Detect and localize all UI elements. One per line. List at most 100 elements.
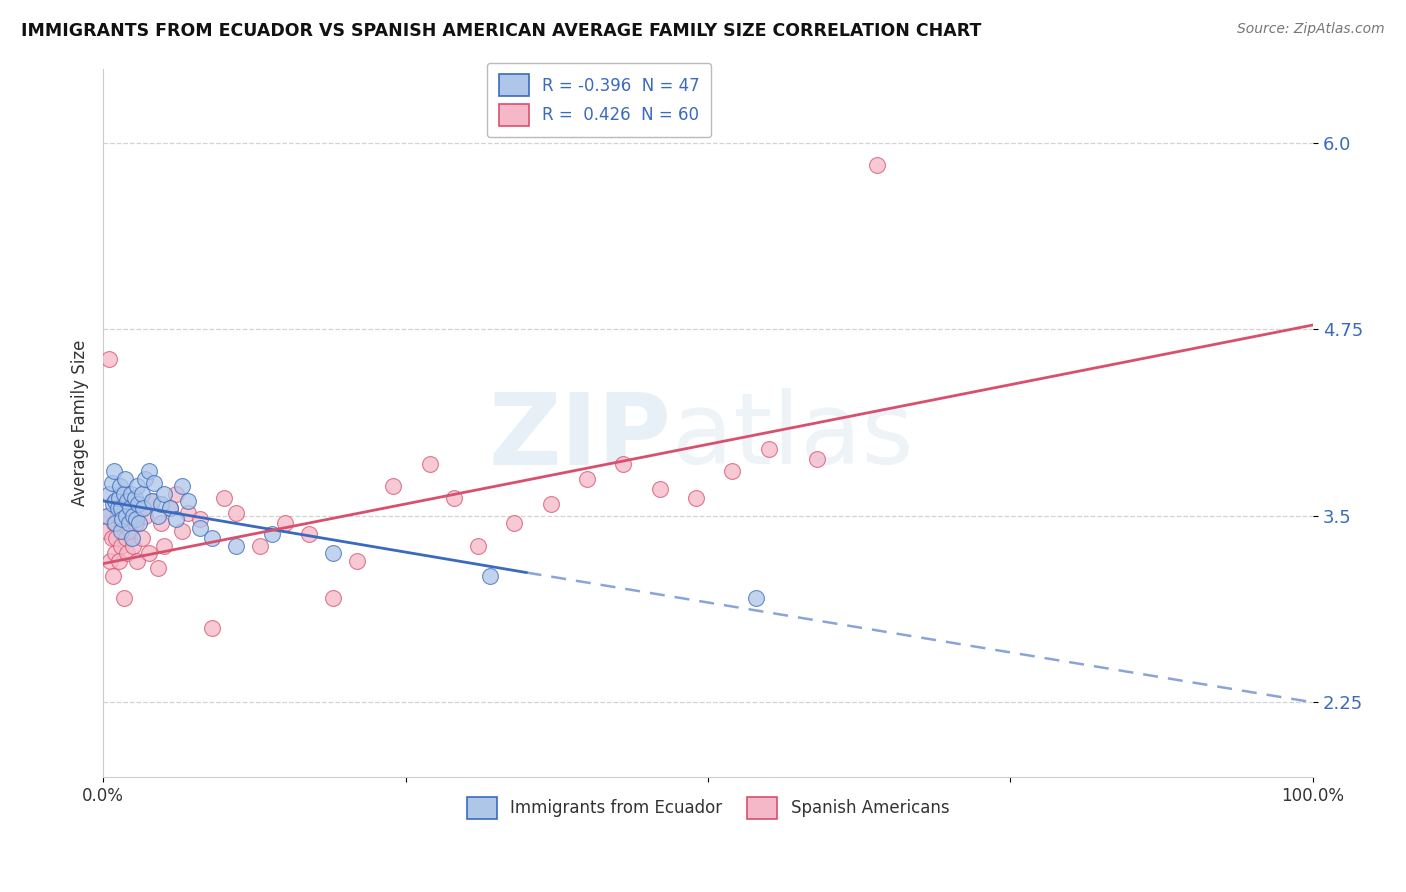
- Point: [177, 506, 200, 520]
- Point: [322, 591, 344, 605]
- Point: [114, 501, 136, 516]
- Point: [382, 479, 405, 493]
- Point: [152, 539, 174, 553]
- Point: [142, 476, 165, 491]
- Point: [101, 568, 124, 582]
- Point: [503, 516, 526, 531]
- Point: [98, 352, 121, 367]
- Point: [111, 516, 134, 531]
- Point: [127, 497, 149, 511]
- Point: [108, 491, 131, 505]
- Point: [177, 494, 200, 508]
- Point: [806, 452, 828, 467]
- Point: [298, 526, 321, 541]
- Point: [107, 508, 129, 523]
- Point: [138, 464, 160, 478]
- Point: [100, 531, 122, 545]
- Point: [131, 531, 153, 545]
- Point: [467, 539, 489, 553]
- Point: [111, 512, 134, 526]
- Point: [98, 486, 121, 500]
- Point: [225, 506, 247, 520]
- Point: [97, 508, 120, 523]
- Point: [201, 531, 224, 545]
- Point: [104, 494, 127, 508]
- Point: [107, 501, 129, 516]
- Point: [100, 476, 122, 491]
- Point: [758, 442, 780, 456]
- Point: [124, 491, 146, 505]
- Point: [125, 512, 148, 526]
- Point: [115, 508, 138, 523]
- Point: [249, 539, 271, 553]
- Point: [132, 501, 155, 516]
- Point: [120, 494, 142, 508]
- Point: [105, 531, 128, 545]
- Point: [110, 501, 132, 516]
- Point: [188, 512, 211, 526]
- Text: ZIP: ZIP: [489, 388, 672, 485]
- Point: [146, 508, 169, 523]
- Point: [110, 539, 132, 553]
- Point: [159, 501, 181, 516]
- Point: [540, 497, 562, 511]
- Point: [108, 479, 131, 493]
- Point: [262, 526, 284, 541]
- Point: [138, 546, 160, 560]
- Point: [125, 479, 148, 493]
- Point: [170, 524, 193, 538]
- Point: [685, 491, 707, 505]
- Point: [104, 516, 127, 531]
- Point: [108, 554, 131, 568]
- Point: [479, 568, 502, 582]
- Point: [104, 494, 127, 508]
- Point: [443, 491, 465, 505]
- Point: [118, 501, 141, 516]
- Point: [112, 486, 135, 500]
- Point: [108, 486, 131, 500]
- Text: Source: ZipAtlas.com: Source: ZipAtlas.com: [1237, 22, 1385, 37]
- Point: [104, 546, 127, 560]
- Point: [103, 516, 125, 531]
- Point: [112, 591, 135, 605]
- Point: [150, 516, 173, 531]
- Point: [648, 482, 671, 496]
- Text: atlas: atlas: [672, 388, 914, 485]
- Point: [745, 591, 768, 605]
- Point: [117, 516, 139, 531]
- Point: [141, 494, 163, 508]
- Point: [117, 546, 139, 560]
- Point: [122, 508, 145, 523]
- Point: [120, 486, 142, 500]
- Point: [866, 158, 889, 172]
- Point: [612, 457, 634, 471]
- Point: [125, 516, 148, 531]
- Point: [117, 494, 139, 508]
- Point: [165, 486, 187, 500]
- Point: [141, 494, 163, 508]
- Point: [121, 531, 143, 545]
- Point: [110, 524, 132, 538]
- Point: [159, 501, 181, 516]
- Legend: Immigrants from Ecuador, Spanish Americans: Immigrants from Ecuador, Spanish America…: [460, 790, 956, 825]
- Point: [188, 521, 211, 535]
- Point: [117, 508, 139, 523]
- Point: [152, 486, 174, 500]
- Point: [103, 464, 125, 478]
- Point: [225, 539, 247, 553]
- Point: [150, 497, 173, 511]
- Point: [419, 457, 441, 471]
- Point: [101, 497, 124, 511]
- Point: [721, 464, 744, 478]
- Point: [322, 546, 344, 560]
- Point: [131, 486, 153, 500]
- Point: [96, 508, 118, 523]
- Point: [165, 512, 187, 526]
- Point: [128, 516, 150, 531]
- Point: [576, 472, 599, 486]
- Point: [212, 491, 235, 505]
- Point: [201, 621, 224, 635]
- Point: [122, 539, 145, 553]
- Point: [146, 561, 169, 575]
- Point: [115, 531, 138, 545]
